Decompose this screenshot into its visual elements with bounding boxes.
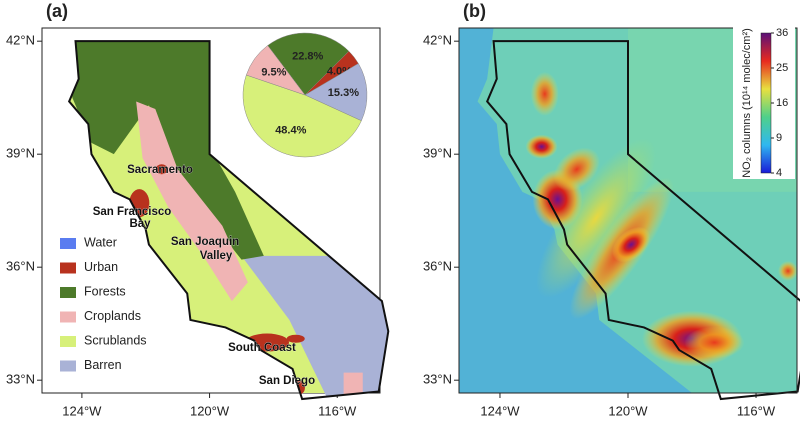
pie-label: 9.5% (261, 66, 286, 78)
x-tick-label: 116°W (318, 403, 357, 418)
legend-label: Water (84, 235, 117, 249)
urban-area (286, 334, 305, 343)
legend-swatch (60, 287, 76, 298)
legend-label: Scrublands (84, 333, 147, 347)
legend-label: Croplands (84, 309, 141, 323)
pie-label: 48.4% (275, 125, 306, 137)
legend-swatch (60, 262, 76, 274)
place-label: San Francisco (93, 206, 172, 218)
panel-label: (b) (463, 1, 486, 21)
pie-slice (242, 74, 362, 158)
place-label: Sacramento (127, 164, 193, 176)
ocean-area (459, 28, 693, 393)
cropland-area (343, 372, 363, 396)
california-outline (67, 40, 390, 401)
y-tick-label: 36°N (6, 259, 35, 274)
x-tick-label: 120°W (608, 403, 648, 418)
place-label: South Coast (228, 342, 296, 354)
california-outline (486, 40, 800, 401)
no2-hotspot (684, 326, 745, 359)
y-tick-label: 42°N (423, 33, 452, 48)
x-tick-label: 120°W (190, 403, 230, 418)
map-frame (458, 27, 798, 394)
y-tick-label: 39°N (423, 146, 452, 161)
y-tick-label: 33°N (423, 372, 452, 387)
colorbar (760, 32, 772, 174)
colorbar-tick-label: 4 (776, 167, 782, 179)
legend-swatch (60, 311, 76, 323)
y-tick-label: 33°N (6, 372, 35, 387)
legend-swatch (60, 238, 76, 249)
panel-label: (a) (46, 1, 68, 21)
x-tick-label: 124°W (62, 403, 102, 418)
y-tick-label: 42°N (6, 33, 35, 48)
colorbar-tick-label: 25 (776, 62, 788, 74)
legend-label: Barren (84, 358, 122, 372)
y-tick-label: 39°N (6, 146, 35, 161)
no2-hotspot (530, 71, 559, 116)
x-tick-label: 124°W (480, 403, 520, 418)
panel-a: (a) 124°W 120°W 116°W 42°N 39°N 36°N 33°N Sacram… (6, 1, 390, 418)
no2-hotspot (778, 260, 799, 281)
cropland-area (136, 101, 248, 302)
pie-slice (245, 45, 306, 96)
place-label: San Diego (259, 375, 315, 387)
urban-area (155, 164, 168, 175)
legend-swatch (60, 360, 76, 372)
x-tick-label: 116°W (737, 403, 776, 418)
pie-label: 22.8% (292, 51, 323, 63)
place-label: Bay (129, 218, 151, 230)
pie-slice (267, 32, 350, 96)
no2-hotspot (525, 134, 558, 159)
no2-hotspot (612, 226, 651, 263)
legend-swatch (60, 336, 76, 347)
legend-label: Forests (84, 284, 126, 298)
pie-label: 15.3% (328, 87, 359, 99)
no2-hotspot (536, 138, 656, 298)
colorbar-title: NO₂ columns (10¹⁴ molec/cm²) (741, 28, 753, 178)
colorbar-tick-label: 16 (776, 97, 788, 109)
place-label: San Joaquin (171, 236, 239, 248)
legend-label: Urban (84, 260, 118, 274)
barren-area (241, 255, 389, 400)
panel-b: (b) 124°W 120°W 116°W 42°N 39°N 36°N 33°N 4 9 16 25… (423, 1, 800, 418)
place-label: Valley (200, 250, 233, 262)
y-tick-label: 36°N (423, 259, 452, 274)
colorbar-tick-label: 36 (776, 27, 788, 39)
no2-hotspot (553, 147, 600, 191)
pie-slice (304, 63, 368, 122)
colorbar-tick-label: 9 (776, 132, 782, 144)
